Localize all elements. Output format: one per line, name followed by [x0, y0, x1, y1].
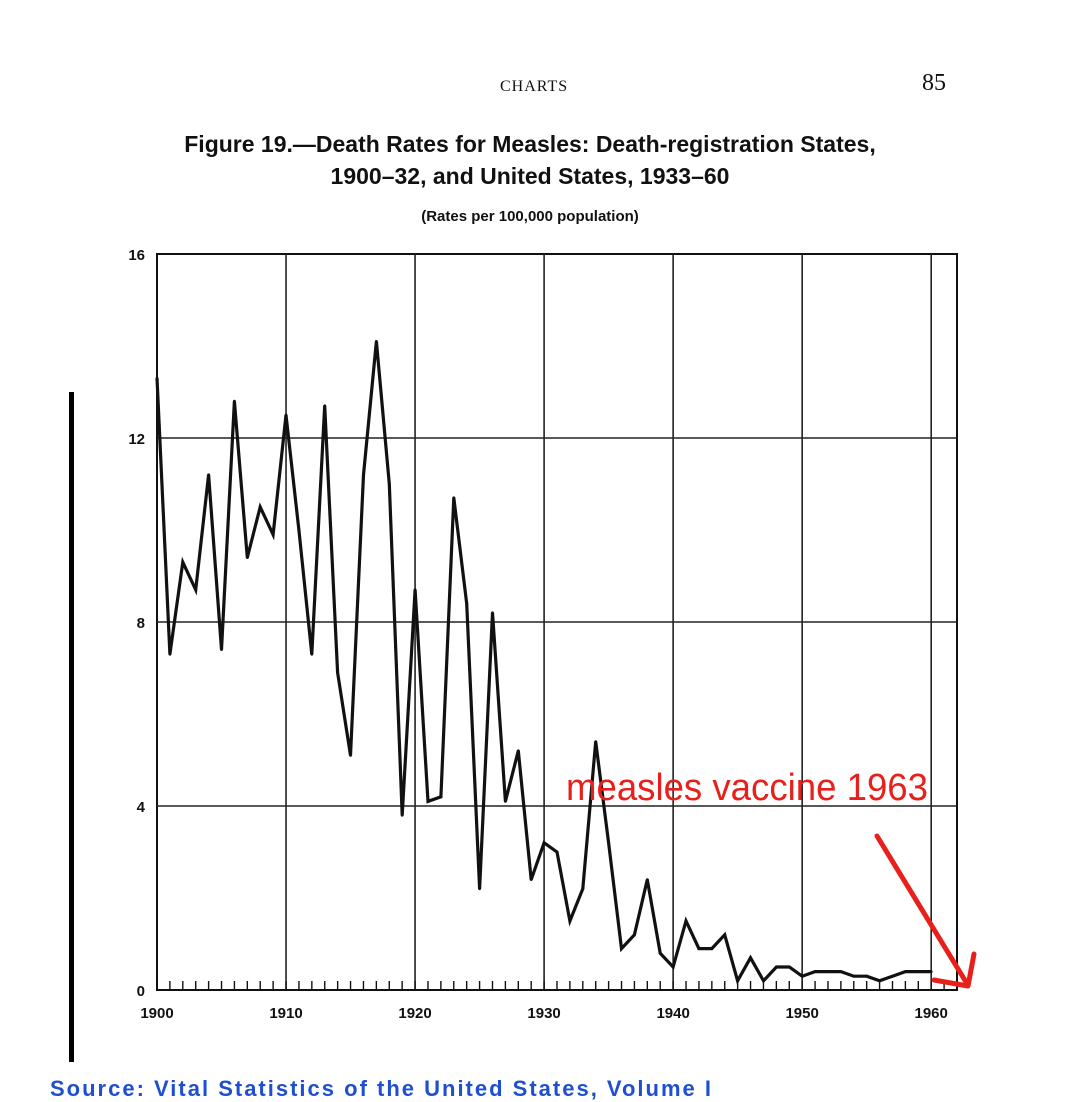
data-point [736, 979, 740, 983]
margin-bar [69, 392, 74, 1062]
data-point [813, 970, 817, 973]
figure-title: Figure 19.—Death Rates for Measles: Deat… [100, 128, 960, 192]
y-tick-label: 8 [137, 615, 145, 632]
data-point [284, 413, 288, 417]
data-point [168, 652, 172, 656]
vaccine-arrow-shaft [874, 833, 969, 985]
vaccine-arrow-head [931, 951, 977, 989]
data-point [723, 933, 727, 937]
data-point [181, 560, 185, 564]
figure-title-line-2: 1900–32, and United States, 1933–60 [330, 163, 730, 189]
data-point [929, 970, 933, 973]
data-point [465, 602, 469, 605]
data-point [903, 970, 907, 973]
data-point [297, 528, 301, 532]
data-point [400, 813, 404, 817]
data-point [607, 841, 611, 845]
data-point [839, 970, 843, 973]
data-point [336, 671, 340, 674]
page-number: 85 [922, 70, 946, 96]
data-point [710, 947, 714, 950]
data-point [594, 740, 598, 743]
data-point [865, 974, 869, 978]
running-head: CHARTS 85 [0, 0, 1074, 110]
data-point [233, 399, 236, 403]
x-tick-label: 1900 [140, 1005, 173, 1022]
cropped-footer-text: Source: Vital Statistics of the United S… [50, 1076, 713, 1101]
data-point [800, 974, 804, 978]
data-point [774, 965, 778, 969]
figure-title-line-1: Figure 19.—Death Rates for Measles: Deat… [184, 131, 876, 157]
data-point [452, 496, 456, 500]
x-tick-label: 1960 [915, 1005, 948, 1022]
y-tick-label: 4 [137, 799, 146, 816]
data-point [516, 749, 520, 753]
x-tick-label: 1930 [527, 1005, 560, 1022]
data-point [568, 919, 572, 923]
y-tick-label: 0 [137, 983, 145, 1000]
data-point [529, 878, 533, 881]
data-point [620, 947, 623, 950]
data-point [787, 965, 791, 969]
x-tick-label: 1910 [269, 1005, 302, 1022]
data-point [387, 482, 391, 486]
data-point [581, 887, 585, 891]
data-point [645, 878, 649, 881]
chapter-heading: CHARTS [500, 78, 569, 95]
x-tick-label: 1920 [398, 1005, 431, 1022]
data-point [852, 974, 856, 978]
data-point [426, 800, 430, 803]
data-point [503, 800, 507, 803]
data-point [749, 956, 752, 960]
data-point [207, 473, 211, 477]
data-point [491, 611, 494, 615]
x-tick-label: 1940 [656, 1005, 689, 1022]
data-point [878, 979, 881, 983]
data-point [633, 933, 636, 937]
y-tick-label: 12 [128, 431, 145, 448]
data-point [555, 850, 559, 854]
data-point [374, 340, 378, 343]
data-point [271, 533, 275, 536]
data-point [826, 970, 830, 973]
data-point [439, 795, 443, 799]
data-point [258, 505, 262, 509]
vaccine-annotation: measles vaccine 1963 [566, 767, 928, 809]
data-point [194, 588, 198, 592]
data-point [155, 376, 159, 380]
data-point [413, 588, 417, 592]
figure-subtitle: (Rates per 100,000 population) [421, 208, 639, 225]
y-tick-label: 16 [128, 247, 145, 264]
data-point [310, 652, 314, 656]
data-point [362, 473, 365, 477]
data-point [245, 556, 249, 559]
data-point [478, 887, 481, 891]
data-point [891, 974, 894, 978]
data-point [542, 841, 546, 845]
data-point [323, 404, 327, 408]
data-point [684, 919, 688, 923]
data-point [762, 979, 765, 983]
data-point [658, 951, 662, 955]
data-point [349, 754, 352, 757]
data-point [697, 947, 701, 950]
data-point [671, 965, 675, 969]
x-tick-label: 1950 [785, 1005, 818, 1022]
data-point [220, 648, 223, 651]
data-point [916, 970, 920, 973]
